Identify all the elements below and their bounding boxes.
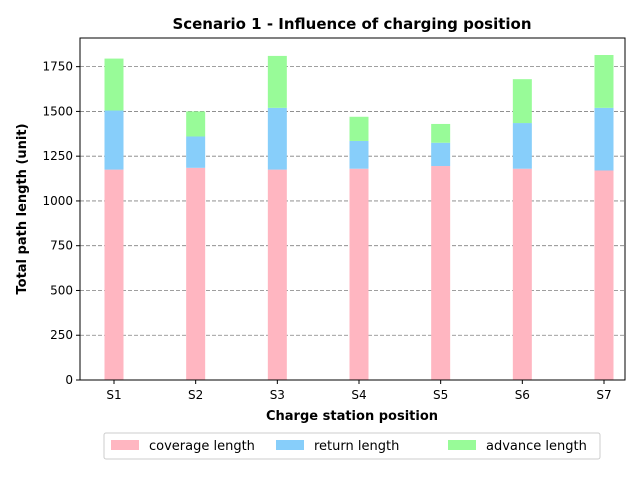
bar-coverage-length-S6: [512, 168, 532, 380]
x-tick-label: S2: [188, 388, 203, 402]
bar-coverage-length-S7: [594, 170, 614, 380]
bar-return-length-S1: [104, 110, 124, 170]
y-tick-label: 1000: [42, 194, 73, 208]
bar-coverage-length-S4: [349, 168, 369, 380]
y-tick-label: 0: [65, 373, 73, 387]
bar-advance-length-S6: [512, 79, 532, 124]
y-tick-label: 1500: [42, 104, 73, 118]
y-tick-label: 1750: [42, 60, 73, 74]
bar-advance-length-S2: [186, 111, 206, 137]
legend-label: return length: [314, 439, 399, 454]
y-tick-label: 500: [50, 283, 73, 297]
x-tick-label: S7: [596, 388, 611, 402]
legend-swatch-return-length: [276, 440, 304, 450]
bar-coverage-length-S1: [104, 169, 124, 380]
bar-return-length-S3: [267, 107, 287, 170]
legend-swatch-coverage-length: [111, 440, 139, 450]
legend: coverage length return length advance leng…: [103, 432, 601, 460]
legend-swatch-advance-length: [448, 440, 476, 450]
x-axis-label: Charge station position: [266, 409, 438, 424]
x-tick-label: S4: [351, 388, 366, 402]
y-axis-ticks: 0 250 500 750 1000 1250 1500 1750: [42, 60, 80, 387]
bars: [104, 55, 614, 380]
legend-label: advance length: [486, 439, 587, 454]
bar-advance-length-S4: [349, 116, 369, 141]
bar-advance-length-S3: [267, 55, 287, 108]
y-tick-label: 250: [50, 328, 73, 342]
x-tick-label: S6: [515, 388, 530, 402]
bar-return-length-S2: [186, 136, 206, 168]
bar-coverage-length-S5: [431, 166, 451, 380]
x-tick-label: S3: [270, 388, 285, 402]
chart-title: Scenario 1 - Influence of charging posit…: [172, 15, 531, 33]
bar-return-length-S5: [431, 142, 451, 167]
bar-return-length-S4: [349, 140, 369, 169]
bar-advance-length-S5: [431, 123, 451, 143]
y-tick-label: 1250: [42, 149, 73, 163]
bar-coverage-length-S3: [267, 169, 287, 380]
y-tick-label: 750: [50, 239, 73, 253]
x-axis-ticks: S1 S2 S3 S4 S5 S6 S7: [106, 380, 612, 402]
legend-label: coverage length: [149, 439, 255, 454]
bar-return-length-S6: [512, 123, 532, 169]
y-axis-label: Total path length (unit): [15, 123, 30, 294]
bar-coverage-length-S2: [186, 167, 206, 380]
bar-advance-length-S7: [594, 55, 614, 108]
x-tick-label: S5: [433, 388, 448, 402]
bar-return-length-S7: [594, 107, 614, 171]
legend-frame: [103, 432, 601, 460]
bar-advance-length-S1: [104, 58, 124, 111]
plot-frame: [79, 37, 626, 381]
x-tick-label: S1: [106, 388, 121, 402]
